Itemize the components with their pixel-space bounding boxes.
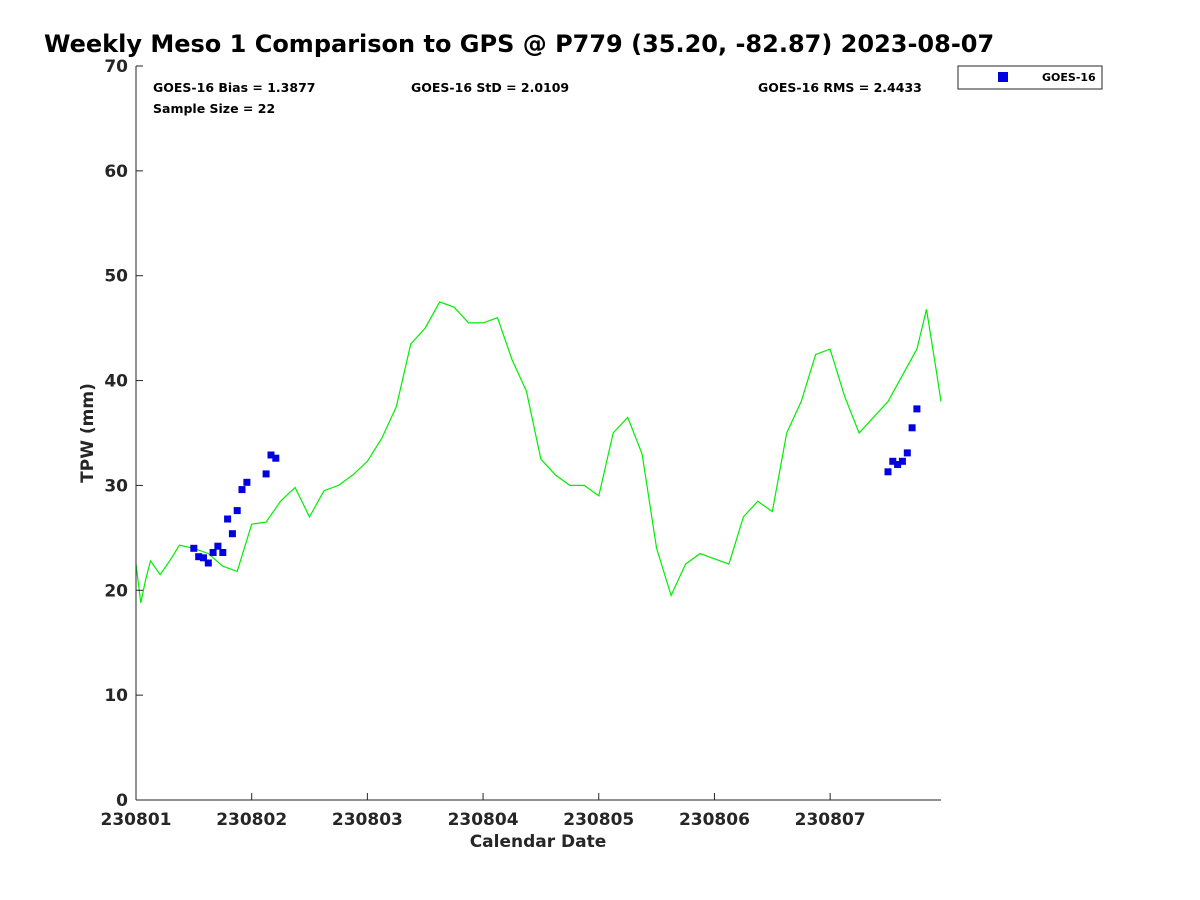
goes-16-point [200,554,207,562]
goes-16-point [894,461,902,468]
std-stat: GOES-16 StD = 2.0109 [411,80,569,95]
goes-16-point [898,457,906,465]
goes-16-point [238,486,246,494]
legend-box [957,65,1103,90]
goes-16-point [209,549,217,556]
gps-tpw-line [135,301,942,604]
x-tick-label: 230801 [101,810,172,830]
x-tick-label: 230805 [563,810,634,830]
legend-label-goes-16: GOES-16 [1042,71,1096,84]
y-tick-label: 0 [116,791,128,811]
goes-16-point [233,507,241,515]
plot-area [135,301,942,604]
goes-16-point [908,424,916,432]
y-tick-label: 70 [104,57,128,77]
legend: GOES-16 [957,65,1103,90]
x-axis-label: Calendar Date [470,832,607,852]
goes-16-point [219,549,227,556]
goes-16-point [228,530,236,538]
y-tick-label: 20 [104,581,128,601]
x-tick-label: 230803 [332,810,403,830]
goes-16-point [889,457,897,465]
rms-stat: GOES-16 RMS = 2.4433 [758,80,922,95]
y-tick-label: 10 [104,686,128,706]
bias-stat: GOES-16 Bias = 1.3877 [153,80,315,95]
y-axis-label: TPW (mm) [78,383,98,483]
x-tick-label: 230806 [679,810,750,830]
goes-16-point [903,449,911,457]
legend-marker-goes-16 [998,72,1008,82]
goes-16-point [272,454,280,462]
goes-16-point [195,553,203,561]
goes-16-point [267,451,275,459]
goes-16-point [884,468,892,476]
sample-size-stat: Sample Size = 22 [153,101,275,116]
y-tick-label: 50 [104,267,128,287]
y-tick-label: 60 [104,162,128,182]
x-tick-label: 230807 [795,810,866,830]
x-tick-label: 230802 [216,810,287,830]
x-tick-label: 230804 [448,810,519,830]
chart-title: Weekly Meso 1 Comparison to GPS @ P779 (… [44,30,995,58]
goes-16-point [262,470,270,478]
goes-16-point [190,544,198,552]
y-tick-label: 30 [104,476,128,496]
goes-16-point [204,559,212,567]
goes-16-point [243,478,251,486]
y-tick-label: 40 [104,372,128,392]
axes: 0 10 20 30 40 50 60 70 230801 230802 230803 230804 2… [101,57,941,830]
goes-16-point [224,515,232,523]
goes-16-point [913,405,921,413]
goes-16-point [214,542,222,550]
